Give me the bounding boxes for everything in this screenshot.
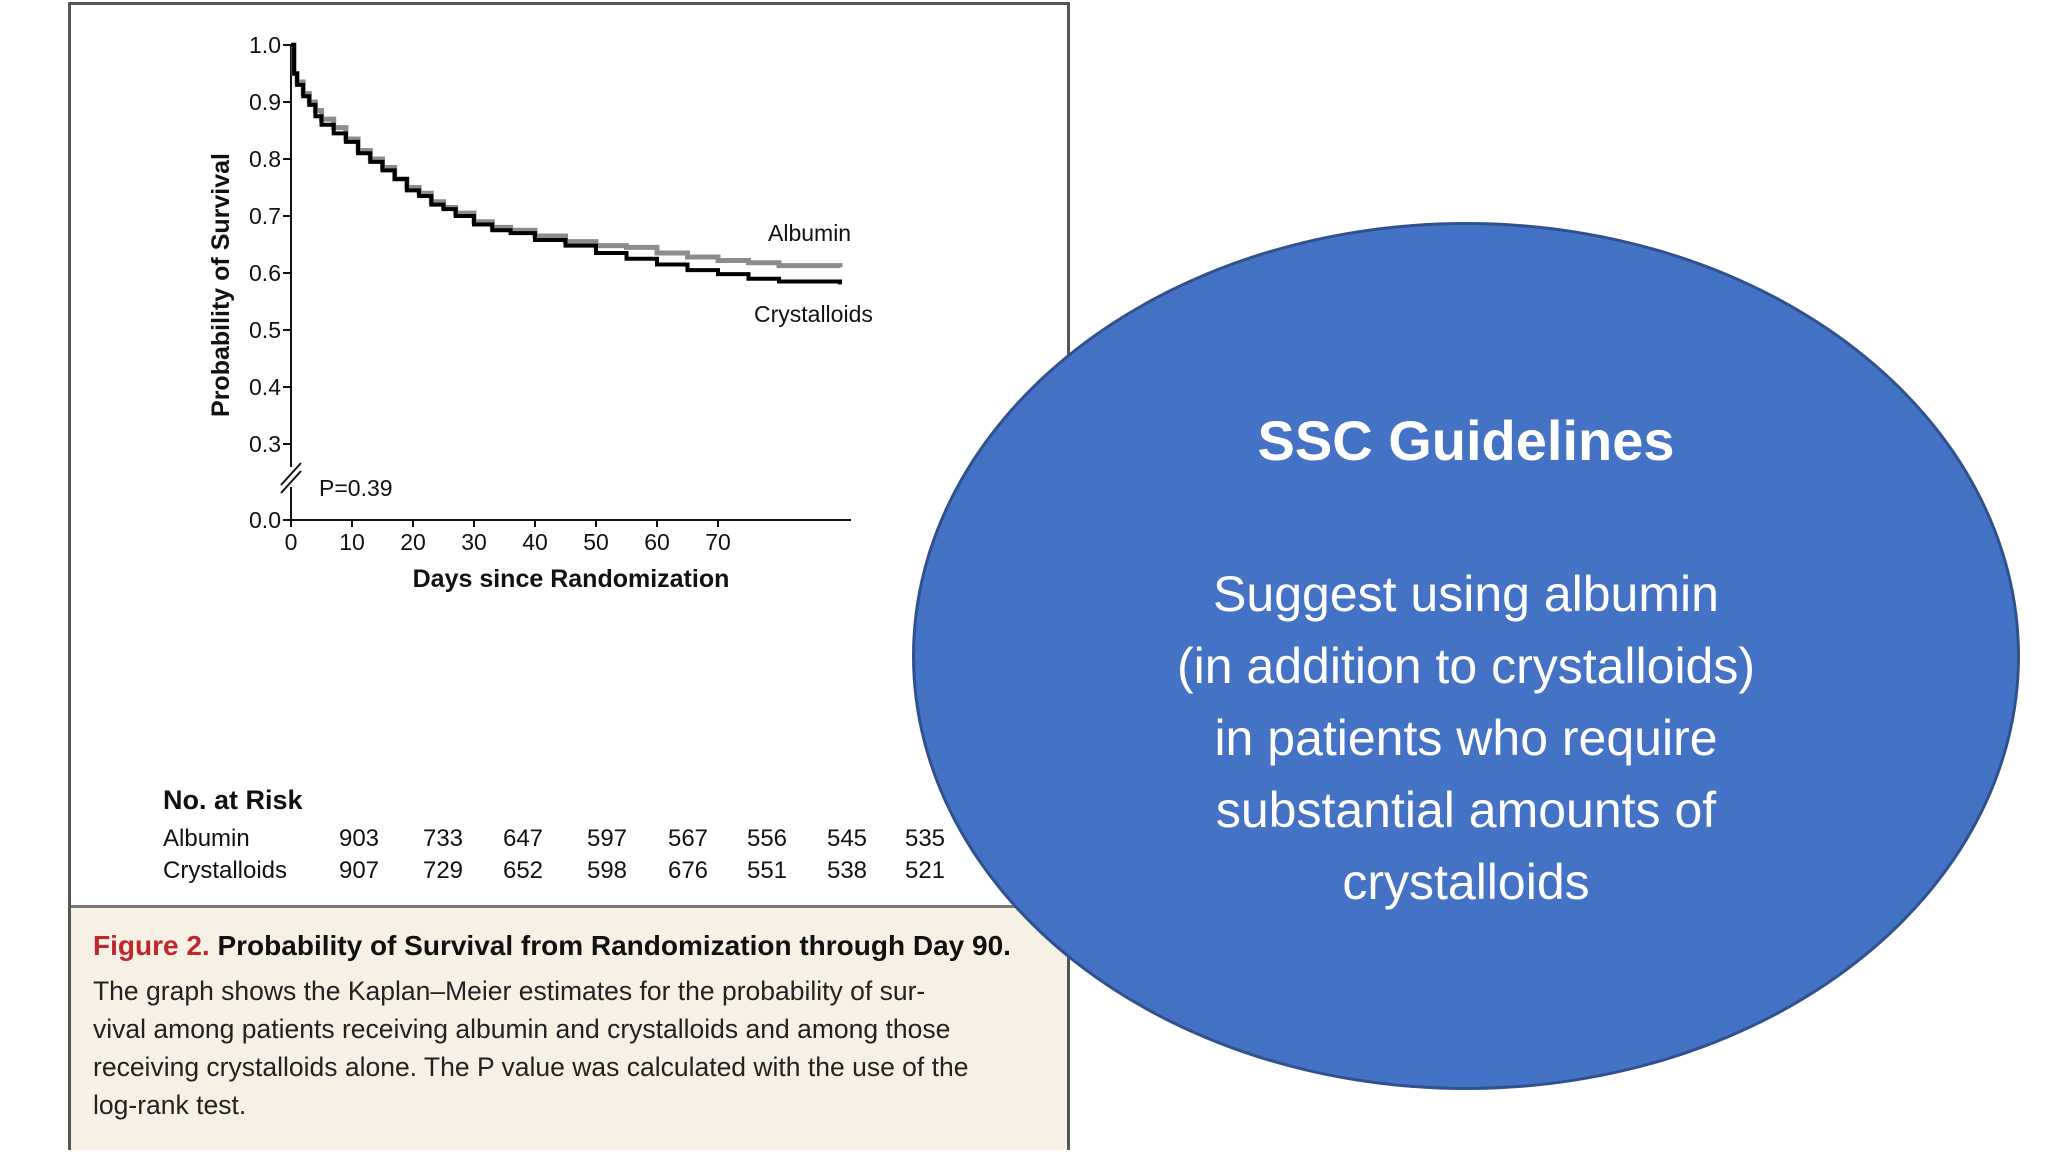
y-tick-label: 1.0 [249, 32, 281, 58]
callout-ellipse [912, 222, 2020, 1090]
axis-break-mark [280, 462, 302, 486]
p-value-annotation: P=0.39 [319, 475, 393, 501]
x-axis-title: Days since Randomization [413, 565, 730, 593]
risk-value: 567 [667, 825, 709, 852]
series-label-albumin: Albumin [768, 220, 851, 246]
risk-value: 647 [502, 825, 544, 852]
risk-row-label: Albumin [163, 825, 250, 852]
x-tick-label: 30 [461, 529, 487, 555]
callout-body: Suggest using albumin (in addition to cr… [912, 558, 2020, 918]
y-tick-label: 0.3 [249, 431, 281, 457]
x-tick-label: 10 [339, 529, 365, 555]
series-label-crystalloids: Crystalloids [754, 301, 873, 327]
risk-row-crystalloids: Crystalloids 907 729 652 598 676 551 538… [163, 857, 1063, 887]
y-tick-label: 0.7 [249, 203, 281, 229]
survival-curve-albumin [291, 42, 843, 269]
y-axis-title: Probability of Survival [207, 153, 235, 417]
x-tick-label: 70 [705, 529, 731, 555]
risk-value: 535 [904, 825, 946, 852]
risk-value: 556 [746, 825, 788, 852]
figure-caption: Figure 2. Probability of Survival from R… [71, 905, 1067, 1150]
figure-panel: 1.0 0.9 0.8 0.7 0.6 0.5 0.4 0.3 0.0 0 10 20 30 40 50 60… [68, 2, 1070, 1150]
y-tick-label: 0.5 [249, 317, 281, 343]
risk-value: 903 [338, 825, 380, 852]
callout-line: substantial amounts of [1215, 782, 1717, 838]
callout-line: Suggest using albumin [1213, 566, 1719, 622]
risk-value: 597 [586, 825, 628, 852]
y-tick-label: 0.8 [249, 146, 281, 172]
caption-title: Figure 2. Probability of Survival from R… [93, 930, 1011, 962]
survival-curve-crystalloids [291, 43, 842, 285]
risk-value: 538 [826, 857, 868, 884]
y-tick-label: 0.9 [249, 89, 281, 115]
risk-value: 551 [746, 857, 788, 884]
risk-value: 733 [422, 825, 464, 852]
callout-line: crystalloids [1342, 854, 1590, 910]
caption-line: receiving crystalloids alone. The P valu… [93, 1052, 969, 1082]
caption-line: log-rank test. [93, 1090, 247, 1120]
risk-value: 652 [502, 857, 544, 884]
y-tick-label: 0.4 [249, 374, 281, 400]
risk-value: 729 [422, 857, 464, 884]
caption-title-text: Probability of Survival from Randomizati… [217, 930, 1011, 961]
risk-value: 907 [338, 857, 380, 884]
survival-chart: 1.0 0.9 0.8 0.7 0.6 0.5 0.4 0.3 0.00 10 20 30 40 50 60… [207, 32, 873, 593]
x-tick-label: 50 [583, 529, 609, 555]
risk-table-title: No. at Risk [163, 785, 303, 815]
caption-line: The graph shows the Kaplan–Meier estimat… [93, 976, 926, 1006]
risk-row-label: Crystalloids [163, 857, 288, 884]
figure-number: Figure 2. [93, 930, 210, 961]
callout-title: SSC Guidelines [1257, 409, 1675, 472]
risk-value: 521 [904, 857, 946, 884]
risk-value: 545 [826, 825, 868, 852]
y-tick-label: 0.0 [249, 507, 281, 533]
x-tick-label: 0 [285, 529, 298, 555]
callout-line: in patients who require [1214, 710, 1718, 766]
caption-line: vival among patients receiving albumin a… [93, 1014, 951, 1044]
caption-body: The graph shows the Kaplan–Meier estimat… [93, 972, 1033, 1124]
risk-value: 676 [667, 857, 709, 884]
x-tick-label: 20 [400, 529, 426, 555]
y-tick-label: 0.6 [249, 260, 281, 286]
x-tick-label: 40 [522, 529, 548, 555]
risk-value: 598 [586, 857, 628, 884]
axis-break-mark [280, 470, 302, 494]
x-tick-label: 60 [644, 529, 670, 555]
callout-line: (in addition to crystalloids) [1176, 638, 1756, 694]
